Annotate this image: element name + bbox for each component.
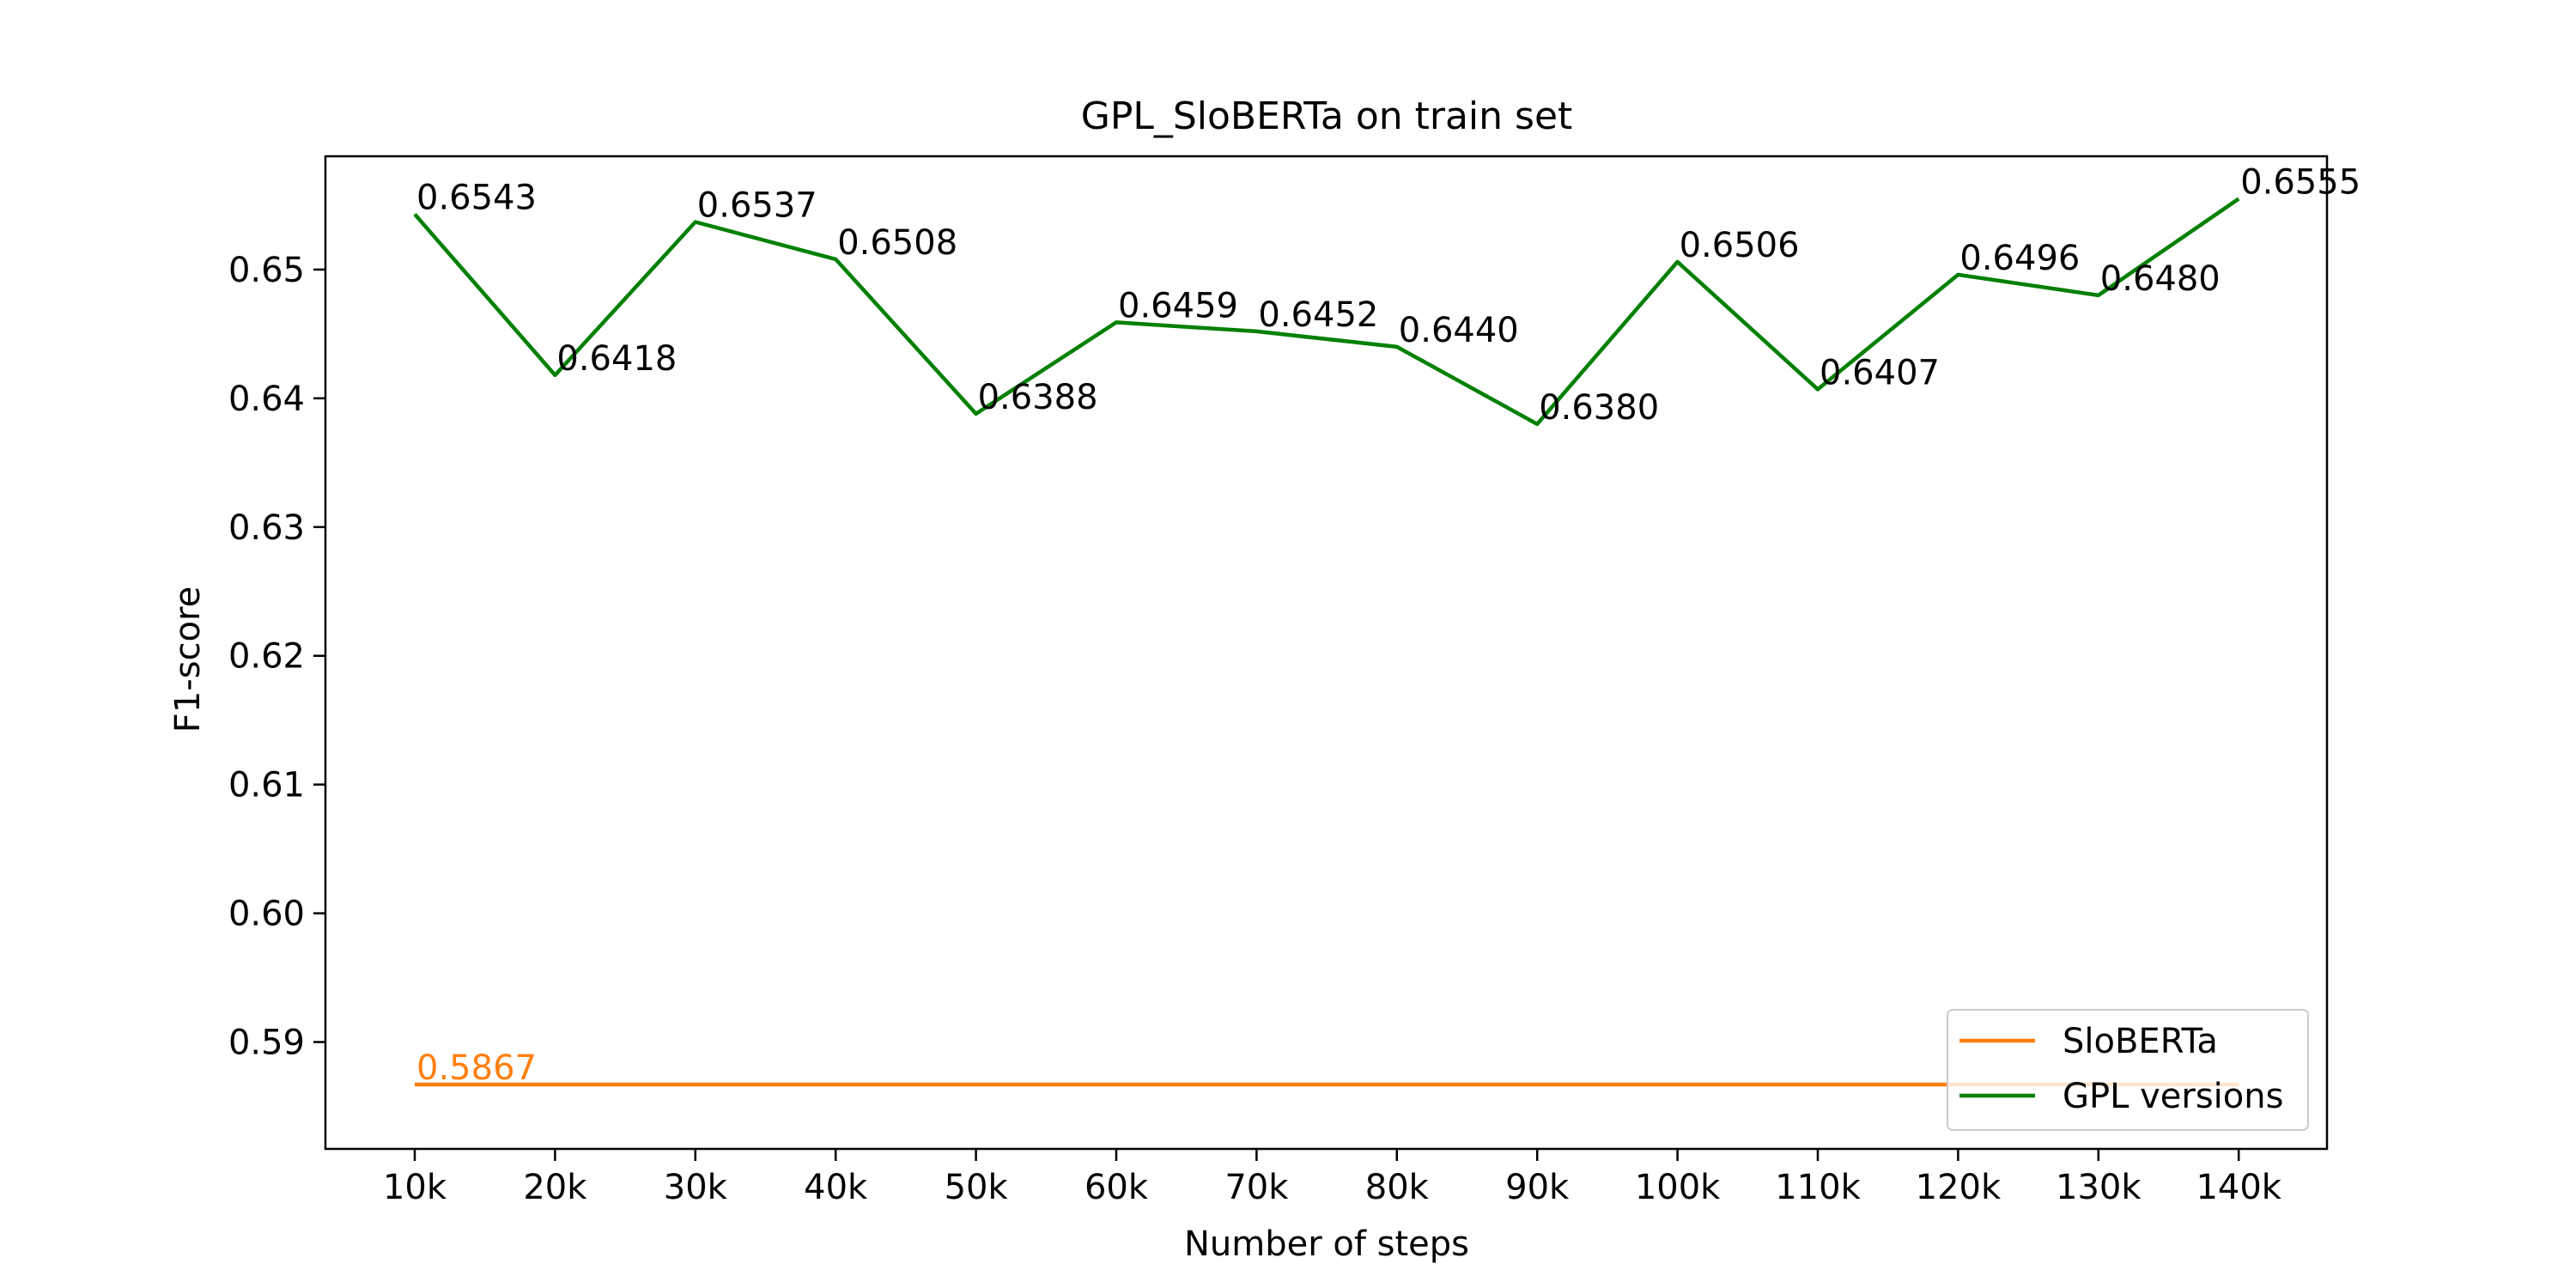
x-tick-label: 30k (664, 1168, 728, 1207)
x-tick-label: 60k (1084, 1168, 1149, 1207)
data-label: 0.6459 (1118, 286, 1238, 325)
x-tick-label: 10k (383, 1168, 447, 1207)
x-tick-label: 100k (1635, 1168, 1721, 1207)
y-tick-label: 0.61 (228, 766, 305, 805)
x-tick-label: 80k (1365, 1168, 1430, 1207)
x-axis-label: Number of steps (1184, 1224, 1469, 1264)
y-tick-label: 0.60 (228, 895, 305, 934)
x-tick-label: 110k (1775, 1168, 1861, 1207)
chart-title: GPL_SloBERTa on train set (1081, 94, 1573, 138)
data-label: 0.6480 (2100, 259, 2221, 299)
y-axis-label: F1-score (168, 586, 208, 732)
data-label: 0.6380 (1539, 388, 1659, 428)
legend-label: SloBERTa (2063, 1022, 2218, 1061)
data-label: 0.6543 (416, 178, 537, 217)
data-label: 0.6407 (1820, 353, 1940, 392)
x-tick-label: 120k (1916, 1168, 2002, 1207)
data-label: 0.6388 (978, 378, 1098, 417)
data-label: 0.6537 (697, 185, 817, 225)
data-label: 0.6496 (1959, 239, 2080, 278)
y-tick-label: 0.59 (228, 1024, 305, 1063)
plot-frame (324, 155, 2329, 1151)
x-tick-label: 140k (2196, 1168, 2281, 1207)
x-tick-label: 20k (523, 1168, 587, 1207)
y-tick-label: 0.62 (228, 637, 305, 677)
data-label: 0.6452 (1258, 295, 1378, 335)
x-tick-label: 130k (2056, 1168, 2142, 1207)
legend-box (1947, 1009, 2309, 1131)
x-tick-label: 70k (1224, 1168, 1289, 1207)
x-tick-label: 40k (804, 1168, 868, 1207)
series-line-gpl-versions (413, 197, 2240, 427)
legend-label: GPL versions (2063, 1077, 2283, 1116)
data-label: 0.5867 (416, 1048, 537, 1088)
data-label: 0.6440 (1399, 311, 1519, 350)
data-label: 0.6506 (1680, 226, 1800, 265)
x-tick-label: 90k (1505, 1168, 1570, 1207)
y-tick-label: 0.65 (228, 251, 305, 290)
y-tick-label: 0.63 (228, 508, 305, 548)
x-tick-label: 50k (945, 1168, 1009, 1207)
plot-area: 10k 20k 30k 40k 50k 60k 70k 80k 90k 100k 110k 120k 1… (228, 155, 2360, 1207)
data-label: 0.6508 (837, 223, 957, 263)
data-label: 0.6418 (556, 339, 677, 379)
y-tick-label: 0.64 (228, 380, 305, 419)
data-label: 0.6555 (2240, 162, 2360, 202)
